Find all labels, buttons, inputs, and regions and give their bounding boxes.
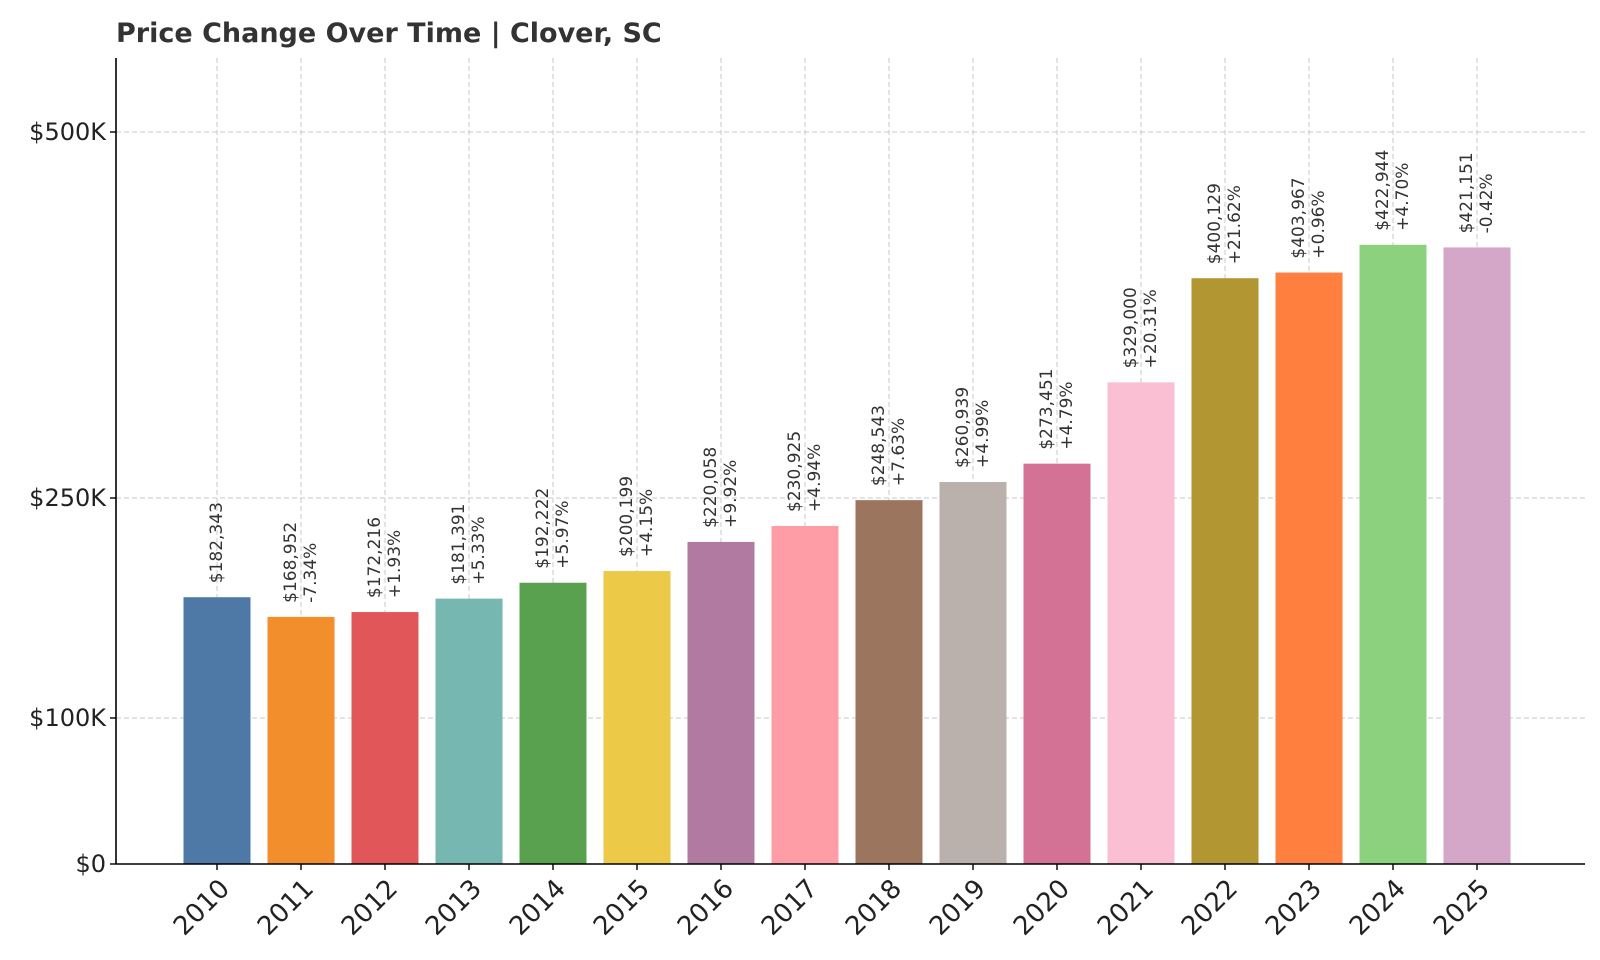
bar-2018 — [855, 500, 923, 864]
y-tick-label: $100K — [29, 704, 107, 732]
value-label: $421,151 — [1457, 152, 1477, 233]
bar-2017 — [771, 525, 839, 864]
change-label: -0.42% — [1477, 173, 1497, 233]
bar-2025 — [1443, 247, 1511, 864]
bar-2012 — [351, 612, 419, 864]
x-tick-label: 2024 — [1344, 874, 1412, 942]
x-tick-label: 2022 — [1176, 874, 1244, 942]
value-label: $329,000 — [1121, 287, 1141, 368]
x-tick-label: 2025 — [1428, 874, 1496, 942]
x-tick-label: 2017 — [756, 874, 824, 942]
x-tick-label: 2013 — [420, 874, 488, 942]
chart-title: Price Change Over Time | Clover, SC — [116, 18, 662, 49]
value-label: $403,967 — [1289, 177, 1309, 258]
value-label: $168,952 — [281, 522, 301, 603]
x-tick-label: 2020 — [1008, 874, 1076, 942]
bar-2010 — [183, 597, 251, 864]
x-tick-label: 2010 — [168, 874, 236, 942]
value-label: $273,451 — [1037, 369, 1057, 450]
change-label: +7.63% — [889, 418, 909, 486]
change-label: -7.34% — [301, 543, 321, 603]
value-label: $248,543 — [869, 405, 889, 486]
change-label: +4.70% — [1393, 163, 1413, 231]
bar-2011 — [267, 616, 335, 864]
y-tick-label: $250K — [29, 484, 107, 512]
x-tick-label: 2016 — [672, 874, 740, 942]
change-label: +4.94% — [805, 444, 825, 512]
x-tick-label: 2015 — [588, 874, 656, 942]
value-label: $260,939 — [953, 387, 973, 468]
x-tick-label: 2018 — [840, 874, 908, 942]
value-label: $172,216 — [365, 517, 385, 598]
bars — [183, 244, 1511, 865]
value-label: $181,391 — [449, 504, 469, 585]
bar-2015 — [603, 571, 671, 864]
x-tick-label: 2011 — [252, 874, 320, 942]
change-label: +0.96% — [1309, 190, 1329, 258]
bar-2020 — [1023, 463, 1091, 864]
change-label: +5.33% — [469, 516, 489, 584]
change-label: +21.62% — [1225, 185, 1245, 264]
x-tick-label: 2021 — [1092, 874, 1160, 942]
change-label: +4.99% — [973, 400, 993, 468]
bar-2023 — [1275, 272, 1343, 865]
x-tick-label: 2012 — [336, 874, 404, 942]
y-tick-label: $500K — [29, 118, 107, 146]
change-label: +1.93% — [385, 530, 405, 598]
x-tick-label: 2019 — [924, 874, 992, 942]
bar-2014 — [519, 582, 587, 864]
bar-2016 — [687, 541, 755, 864]
value-label: $400,129 — [1205, 183, 1225, 264]
bar-2024 — [1359, 244, 1427, 864]
value-label: $220,058 — [701, 447, 721, 528]
bar-2013 — [435, 598, 503, 864]
data-labels: $182,343 $168,952 -7.34% $172,216 +1.93% $181… — [207, 150, 1497, 603]
change-label: +5.97% — [553, 500, 573, 568]
value-label: $230,925 — [785, 431, 805, 512]
x-tick-label: 2014 — [504, 874, 572, 942]
change-label: +4.79% — [1057, 381, 1077, 449]
bar-2019 — [939, 481, 1007, 864]
bar-2021 — [1107, 382, 1175, 864]
value-label: $422,944 — [1373, 150, 1393, 231]
value-label: $182,343 — [207, 502, 227, 583]
change-label: +4.15% — [637, 489, 657, 557]
change-label: +9.92% — [721, 460, 741, 528]
x-tick-label: 2023 — [1260, 874, 1328, 942]
bar-2022 — [1191, 278, 1259, 864]
change-label: +20.31% — [1141, 289, 1161, 368]
y-tick-label: $0 — [75, 850, 106, 878]
value-label: $200,199 — [617, 476, 637, 557]
value-label: $192,222 — [533, 488, 553, 569]
